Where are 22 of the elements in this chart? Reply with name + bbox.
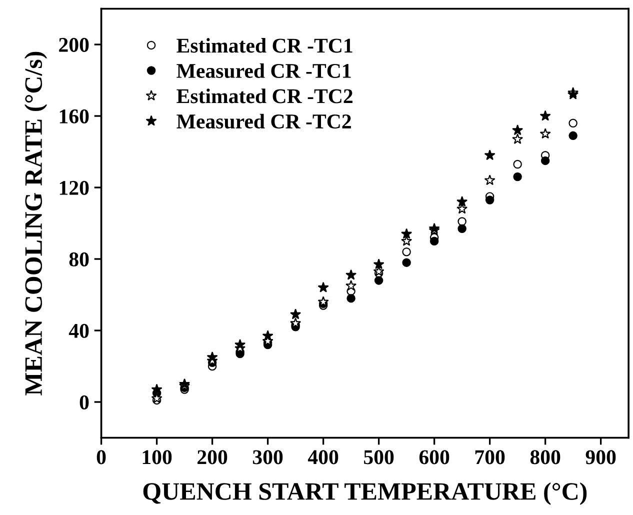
y-tick-label: 120 [60,180,89,195]
legend-label: Measured CR -TC2 [176,114,351,129]
x-tick-label: 600 [419,450,450,464]
x-tick-label: 500 [364,450,394,464]
x-axis-title: QUENCH START TEMPERATURE (°C) [143,482,587,506]
x-tick-label: 400 [308,450,338,464]
legend-label: Estimated CR -TC1 [176,38,352,53]
x-tick-label: 100 [142,450,172,464]
x-tick-label: 800 [530,450,560,464]
x-tick-label: 300 [252,450,283,464]
x-tick-label: 0 [96,450,106,464]
x-tick-label: 200 [198,450,228,464]
x-tick-label: 700 [475,450,505,464]
y-tick-label: 40 [68,324,89,338]
y-axis-title: MEAN COOLING RATE (°C/s) [24,52,48,396]
y-tick-label: 0 [80,395,89,410]
y-tick-label: 160 [60,109,89,124]
y-tick-label: 200 [59,38,89,52]
legend-label: Estimated CR -TC2 [176,88,352,104]
legend-label: Measured CR -TC1 [176,63,351,78]
y-tick-label: 80 [69,252,89,266]
x-tick-label: 900 [586,450,616,464]
